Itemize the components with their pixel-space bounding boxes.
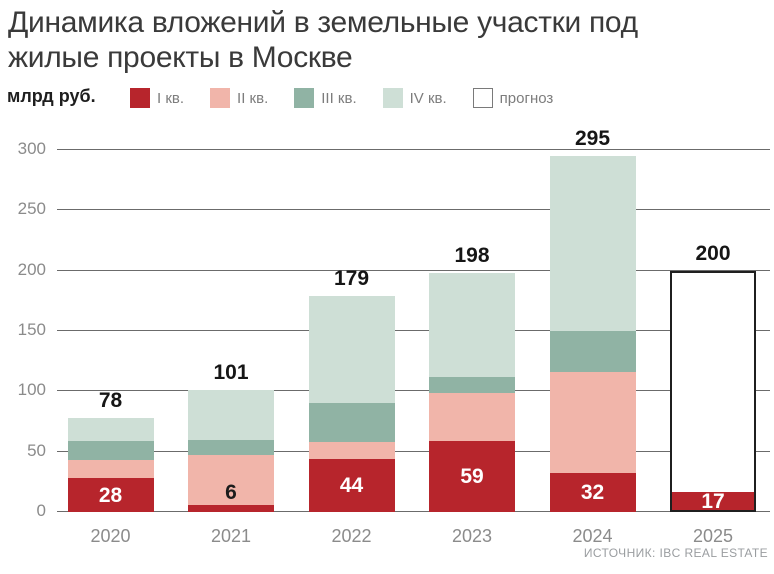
y-axis-label-0: 0 <box>36 501 46 520</box>
bar-2024-segment-q3 <box>549 331 636 373</box>
legend-swatch-q2-icon <box>210 88 231 108</box>
bar-2025-forecast-outline <box>670 270 756 512</box>
legend-label-q4: IV кв. <box>409 89 447 107</box>
source-credit: ИСТОЧНИК: IBC REAL ESTATE <box>583 546 768 560</box>
gridline-0 <box>57 511 770 512</box>
x-axis-label-2024: 2024 <box>572 526 613 546</box>
bar-total-label-2021: 101 <box>213 361 249 385</box>
bar-2025: 17 200 2025 <box>670 150 756 545</box>
bar-2024-segment-q1 <box>549 473 636 512</box>
y-axis-label-200: 200 <box>17 259 46 279</box>
bar-2024-segment-q4 <box>549 156 636 331</box>
legend-item-forecast: прогноз <box>472 88 554 108</box>
bar-value-label-2021: 6 <box>225 480 237 504</box>
bar-2021: 6 101 2021 <box>188 150 274 545</box>
bar-2023-segment-q2 <box>429 392 515 441</box>
chart-title-line2: жилые проекты в Москве <box>8 40 353 74</box>
bar-2020-segment-q1 <box>67 478 154 512</box>
legend-swatch-q1-icon <box>130 88 150 108</box>
bar-value-label-2024: 32 <box>580 481 605 505</box>
bar-total-label-2024: 295 <box>574 127 611 151</box>
legend-item-q2: II кв. <box>210 88 268 108</box>
legend-label-forecast: прогноз <box>499 89 554 107</box>
bar-2021-segment-q3 <box>188 439 274 456</box>
bar-2020-segment-q4 <box>67 417 154 441</box>
bar-total-label-2022: 179 <box>333 267 370 291</box>
y-axis-label-250: 250 <box>17 199 46 219</box>
unit-label: млрд руб. <box>7 86 96 106</box>
x-axis-label-2020: 2020 <box>90 526 131 546</box>
y-axis-label-100: 100 <box>17 380 46 400</box>
bar-value-label-2023: 59 <box>460 464 484 488</box>
bar-2020-segment-q3 <box>67 440 154 461</box>
bar-2021-segment-q2 <box>188 455 274 505</box>
plot-area: 0 50 100 150 200 250 300 28 78 2020 6 101 2021 44 179 2… <box>18 128 770 545</box>
chart-title-line1: Динамика вложений в земельные участки по… <box>8 6 638 39</box>
legend-item-q1: I кв. <box>130 88 184 108</box>
gridline-50 <box>57 450 770 452</box>
bar-2021-segment-q1 <box>188 504 274 512</box>
y-axis-label-50: 50 <box>27 440 46 460</box>
x-axis-label-2022: 2022 <box>331 526 372 546</box>
legend-item-q3: III кв. <box>294 88 357 108</box>
bar-2022-segment-q1 <box>308 458 395 512</box>
legend-label-q3: III кв. <box>321 89 357 107</box>
bar-2024: 32 295 2024 <box>549 128 636 545</box>
gridline-200 <box>57 269 770 271</box>
bar-2023-segment-q4 <box>429 273 515 377</box>
bar-2023-segment-q1 <box>429 440 515 512</box>
bar-2020: 28 78 2020 <box>67 150 154 545</box>
gridline-250 <box>57 209 770 211</box>
x-axis-label-2023: 2023 <box>451 526 493 546</box>
bar-total-label-2020: 78 <box>98 388 123 412</box>
x-axis-label-2021: 2021 <box>210 526 252 546</box>
x-axis-label-2025: 2025 <box>692 526 734 546</box>
legend-label-q2: II кв. <box>237 89 269 107</box>
bar-2022-segment-q4 <box>308 296 395 404</box>
bar-value-label-2022: 44 <box>339 473 364 497</box>
bar-2024-segment-q2 <box>549 372 636 474</box>
bar-2025-segment-q1 <box>672 491 754 510</box>
bar-2022-segment-q3 <box>308 403 395 443</box>
bar-2023: 59 198 2023 <box>429 150 515 545</box>
bar-2023-segment-q3 <box>429 376 515 393</box>
legend-swatch-forecast-icon <box>472 88 493 108</box>
bar-2022-segment-q2 <box>308 442 395 459</box>
y-axis-label-300: 300 <box>17 139 46 158</box>
legend-swatch-q3-icon <box>294 88 315 108</box>
bar-total-label-2025: 200 <box>695 241 731 265</box>
legend-label-q1: I кв. <box>157 89 185 107</box>
legend-swatch-q4-icon <box>382 88 403 108</box>
bar-total-label-2023: 198 <box>454 244 490 268</box>
gridline-100 <box>57 390 770 392</box>
bar-value-label-2020: 28 <box>98 483 123 507</box>
legend: I кв. II кв. III кв. IV кв. прогноз <box>130 88 553 108</box>
gridline-300 <box>57 149 770 150</box>
bar-2021-segment-q4 <box>188 390 274 440</box>
bar-2020-segment-q2 <box>67 460 154 479</box>
legend-item-q4: IV кв. <box>382 88 447 108</box>
y-axis-label-150: 150 <box>17 320 46 339</box>
chart-title: Динамика вложений в земельные участки по… <box>8 6 656 76</box>
gridline-150 <box>57 330 770 331</box>
bar-value-label-2025: 17 <box>701 490 725 514</box>
bar-2022: 44 179 2022 <box>308 150 395 545</box>
